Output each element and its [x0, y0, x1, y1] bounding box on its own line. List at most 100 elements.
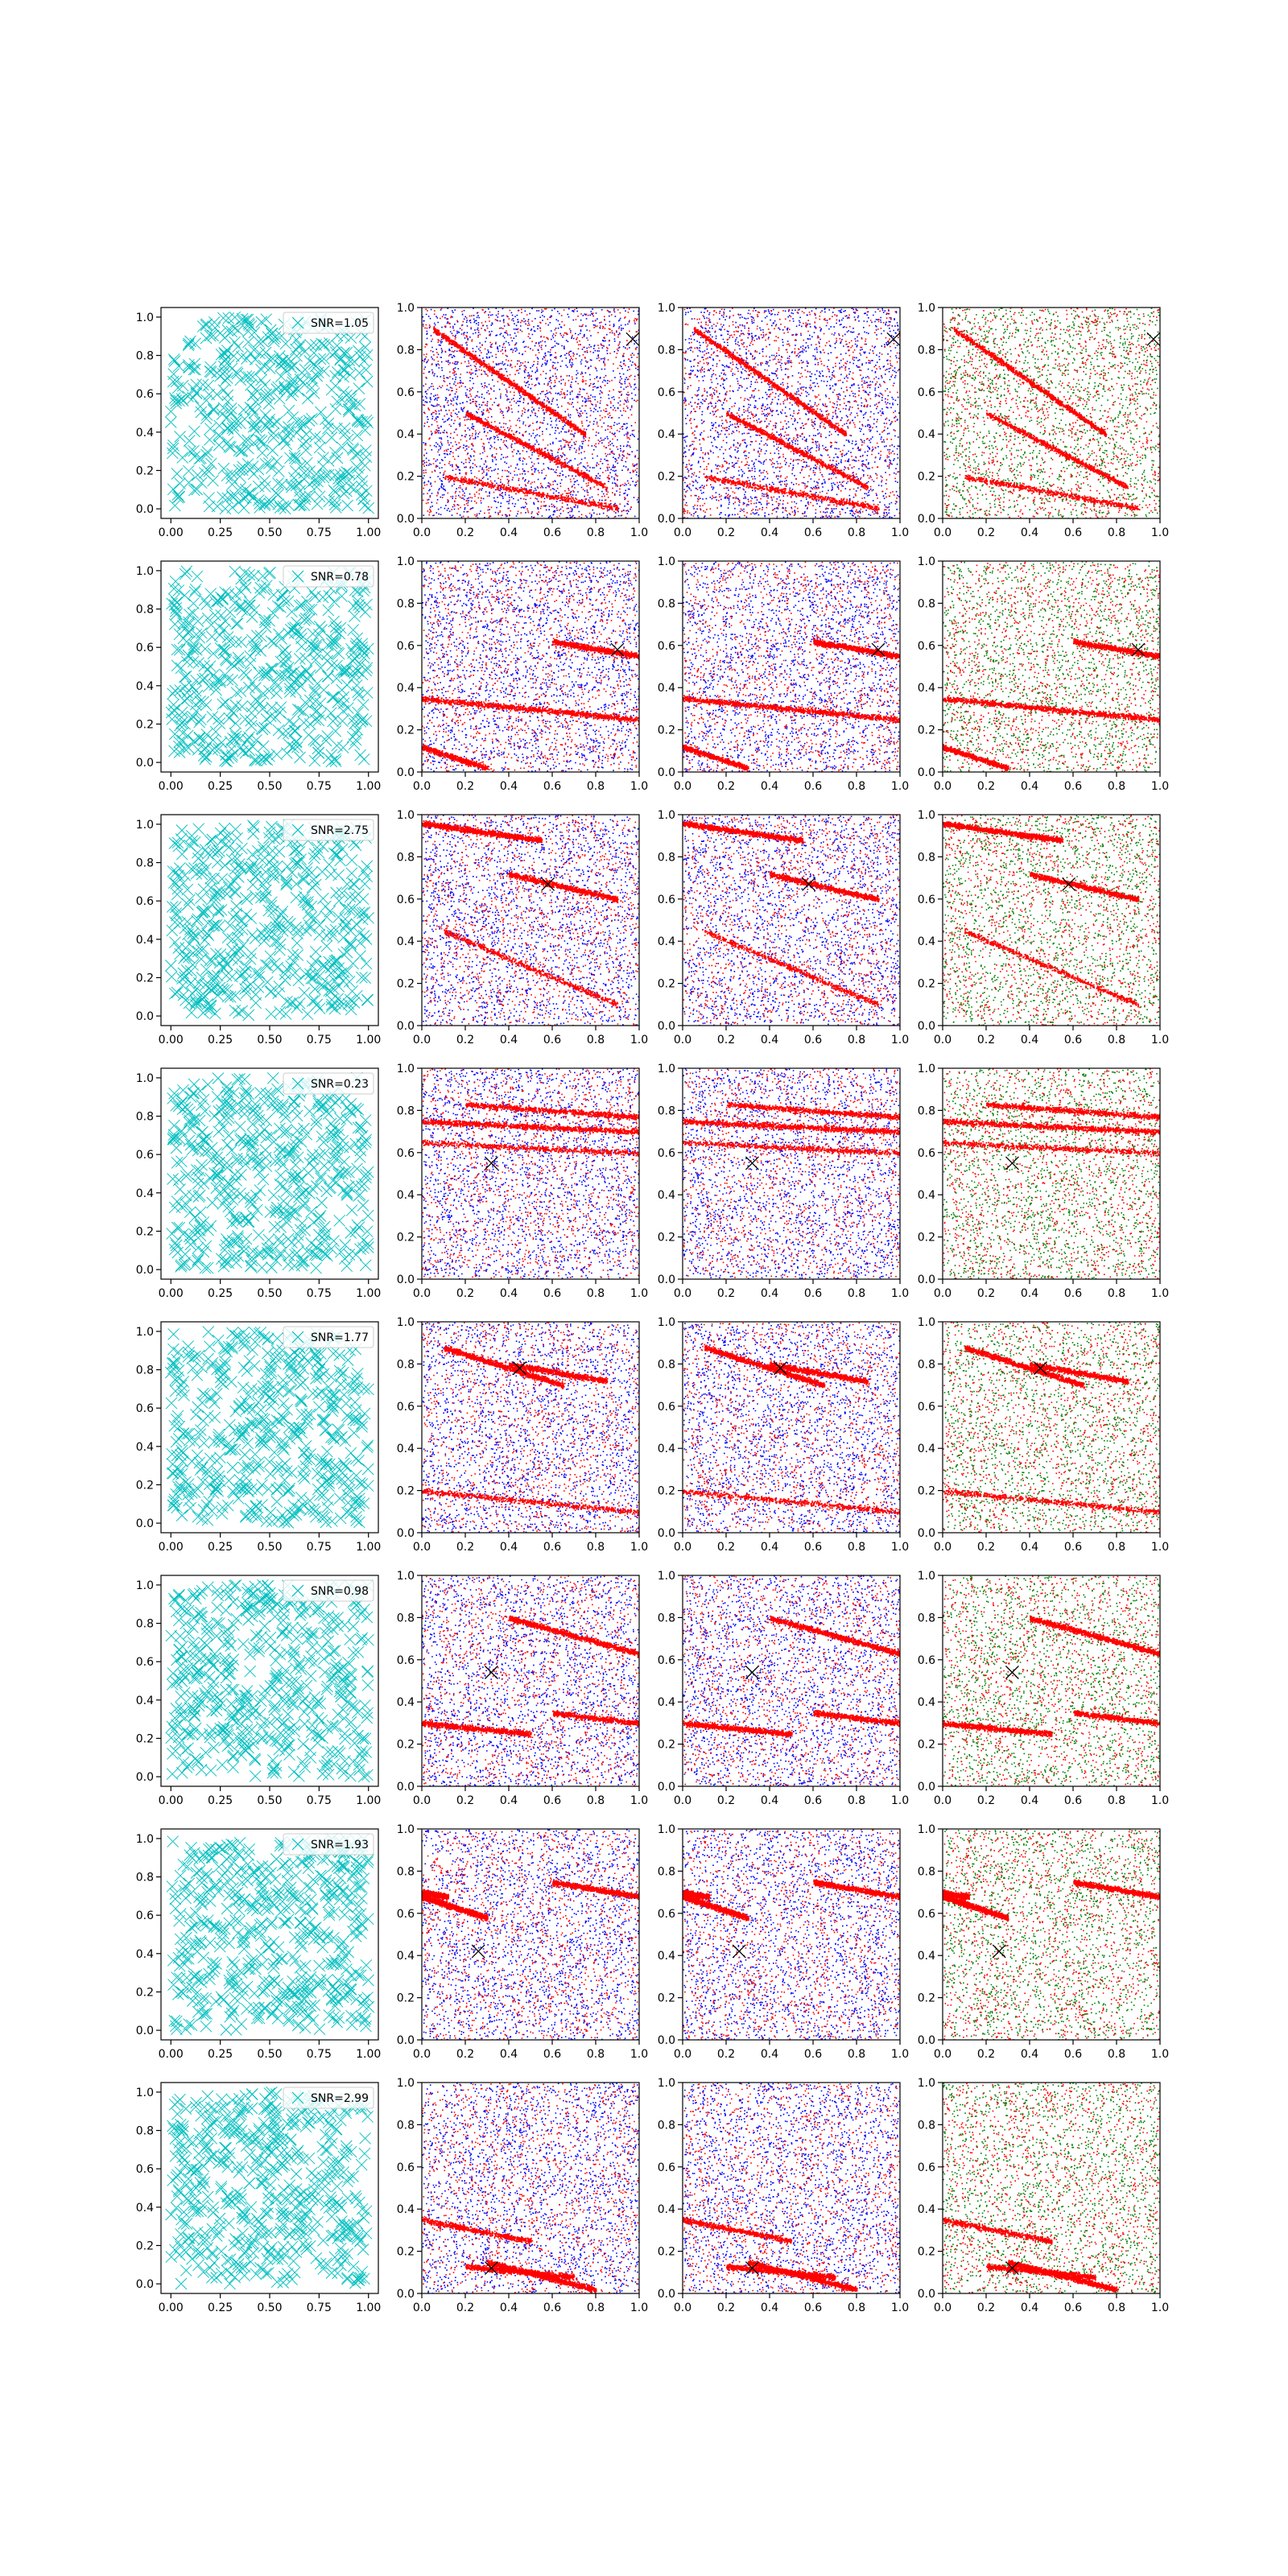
scatter-points	[422, 1829, 641, 2041]
positions-panel: 0.00 0.25 0.50 0.75 1.000.00.20.40.60.81.0 SN…	[136, 2083, 382, 2314]
positions-panel: 0.00 0.25 0.50 0.75 1.000.00.20.40.60.81.0 SN…	[136, 815, 382, 1046]
legend: SNR=1.93	[283, 1834, 374, 1855]
scatter-points	[943, 1068, 1161, 1280]
y-tick-label: 1.0	[658, 2077, 675, 2090]
y-tick-label: 0.4	[397, 682, 415, 695]
y-tick-label: 0.2	[136, 718, 154, 731]
x-tick-label: 0.2	[977, 2301, 995, 2314]
axes-frame	[161, 1829, 378, 2040]
y-tick-label: 0.6	[658, 640, 675, 653]
x-tick-label: 0.6	[804, 2048, 822, 2061]
y-tick-label: 0.0	[918, 2034, 935, 2047]
legend: SNR=0.23	[283, 1073, 374, 1094]
scatter-panel-1: 0.0 0.2 0.4 0.6 0.8 1.00.00.20.40.60.81.0	[397, 1570, 648, 1807]
x-tick-label: 0.0	[674, 526, 691, 539]
x-tick-label: 0.8	[587, 526, 605, 539]
x-tick-label: 1.0	[1151, 1541, 1169, 1554]
x-tick-label: 0.2	[456, 526, 474, 539]
x-tick-label: 0.2	[977, 2048, 995, 2061]
x-tick-label: 0.0	[413, 526, 431, 539]
positions-panel: 0.00 0.25 0.50 0.75 1.000.00.20.40.60.81.0 SN…	[136, 1068, 382, 1300]
x-tick-label: 0.0	[934, 1287, 952, 1300]
x-tick-label: 0.2	[717, 2048, 735, 2061]
scatter-points	[683, 2083, 902, 2294]
axes-frame	[943, 2083, 1160, 2293]
scatter-points	[683, 1322, 902, 1534]
x-tick-label: 0.8	[848, 780, 865, 793]
y-tick-label: 0.0	[397, 513, 415, 526]
y-tick-label: 0.4	[658, 1950, 675, 1963]
y-tick-label: 0.6	[397, 2161, 415, 2174]
y-tick-label: 0.0	[658, 1274, 675, 1286]
y-tick-label: 1.0	[918, 555, 935, 568]
scatter-panel-1: 0.0 0.2 0.4 0.6 0.8 1.00.00.20.40.60.81.0	[397, 1823, 648, 2061]
red-points	[943, 2083, 1161, 2295]
x-tick-label: 1.0	[1151, 1034, 1169, 1046]
legend-label: SNR=1.93	[311, 1839, 369, 1852]
y-tick-label: 0.2	[397, 2246, 415, 2259]
x-tick-label: 0.2	[717, 780, 735, 793]
y-tick-label: 0.0	[136, 1771, 154, 1784]
x-tick-label: 0.8	[848, 1287, 865, 1300]
y-tick-label: 0.0	[136, 2025, 154, 2037]
y-tick-label: 0.2	[658, 1232, 675, 1245]
y-tick-label: 0.2	[136, 1986, 154, 1999]
x-tick-label: 0.4	[1021, 526, 1038, 539]
y-tick-label: 0.0	[397, 2034, 415, 2047]
true-source-marker	[1005, 1157, 1018, 1170]
scatter-points	[943, 561, 1162, 774]
y-tick-label: 0.0	[918, 513, 935, 526]
y-tick-label: 0.6	[918, 1147, 935, 1160]
y-tick-label: 0.2	[658, 978, 675, 991]
y-tick-label: 0.6	[918, 386, 935, 399]
axes-r1-c1: 0.0 0.2 0.4 0.6 0.8 1.00.00.20.40.60.81.0	[397, 555, 648, 793]
y-tick-label: 0.6	[136, 642, 154, 654]
y-tick-label: 0.0	[397, 766, 415, 779]
scatter-points	[683, 561, 902, 774]
y-tick-label: 0.0	[658, 766, 675, 779]
x-tick-label: 0.6	[804, 1034, 822, 1046]
x-tick-label: 0.6	[804, 526, 822, 539]
legend-label: SNR=2.75	[311, 824, 369, 837]
position-markers	[166, 1579, 374, 1782]
scatter-panel-2: 0.0 0.2 0.4 0.6 0.8 1.00.00.20.40.60.81.0	[658, 555, 909, 793]
y-tick-label: 0.8	[136, 1618, 154, 1631]
x-tick-label: 1.0	[891, 780, 909, 793]
scatter-points	[943, 2083, 1161, 2294]
true-source-marker	[626, 332, 639, 345]
y-tick-label: 0.6	[397, 1654, 415, 1667]
y-tick-label: 0.8	[658, 1358, 675, 1371]
x-tick-label: 0.2	[717, 1034, 735, 1046]
positions-panel: 0.00 0.25 0.50 0.75 1.000.00.20.40.60.81.0 SN…	[136, 308, 382, 539]
legend: SNR=0.98	[283, 1580, 374, 1601]
panel-row-2: 0.00 0.25 0.50 0.75 1.000.00.20.40.60.81.0 SN…	[136, 809, 1169, 1046]
red-points	[422, 561, 641, 774]
x-tick-label: 1.00	[356, 1541, 381, 1554]
y-tick-label: 1.0	[136, 565, 154, 578]
x-tick-label: 0.2	[717, 1287, 735, 1300]
y-tick-label: 1.0	[136, 1833, 154, 1846]
y-tick-label: 0.6	[918, 1908, 935, 1921]
x-tick-label: 0.25	[208, 2301, 233, 2314]
y-tick-label: 0.8	[136, 350, 154, 363]
x-tick-label: 0.50	[257, 1541, 282, 1554]
y-tick-label: 0.4	[658, 2203, 675, 2216]
y-tick-label: 0.4	[397, 428, 415, 441]
y-tick-label: 0.0	[136, 2278, 154, 2291]
y-tick-label: 0.0	[658, 1781, 675, 1794]
x-tick-label: 0.6	[1064, 780, 1082, 793]
x-tick-label: 0.00	[159, 2301, 184, 2314]
y-tick-label: 0.0	[397, 2288, 415, 2301]
y-tick-label: 1.0	[136, 1579, 154, 1592]
panel-row-1: 0.00 0.25 0.50 0.75 1.000.00.20.40.60.81.0 SN…	[136, 555, 1169, 793]
x-tick-label: 1.0	[891, 1794, 909, 1807]
y-tick-label: 1.0	[136, 2087, 154, 2099]
x-tick-label: 0.00	[159, 780, 184, 793]
blue-points	[683, 1575, 902, 1787]
x-tick-label: 0.8	[587, 2048, 605, 2061]
position-markers	[166, 2087, 374, 2289]
x-tick-label: 0.4	[761, 1287, 778, 1300]
x-tick-label: 1.0	[891, 1034, 909, 1046]
y-tick-label: 0.0	[136, 503, 154, 516]
x-tick-label: 0.2	[456, 780, 474, 793]
